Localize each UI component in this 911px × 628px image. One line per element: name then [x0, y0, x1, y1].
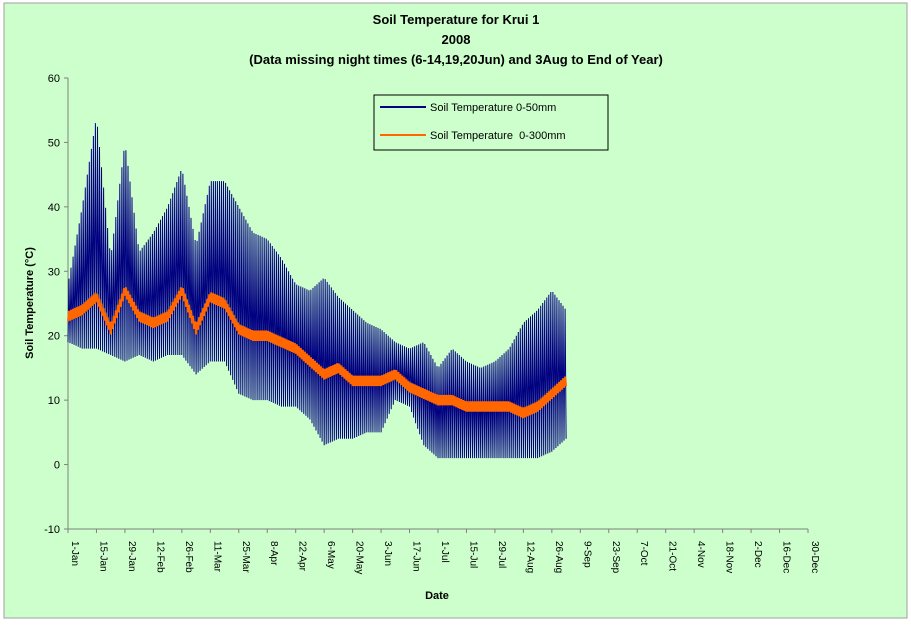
y-tick-label: -10	[44, 524, 60, 536]
x-tick-label: 3-Jun	[382, 541, 393, 566]
y-tick-label: 30	[48, 266, 60, 278]
x-tick-label: 29-Jan	[126, 541, 137, 572]
chart-title: Soil Temperature for Krui 1	[373, 12, 540, 27]
x-tick-label: 12-Feb	[154, 541, 165, 573]
y-tick-label: 0	[54, 460, 60, 472]
x-tick-label: 20-May	[354, 541, 365, 574]
x-tick-label: 21-Oct	[667, 541, 678, 571]
x-tick-label: 18-Nov	[724, 541, 735, 573]
x-tick-label: 29-Jul	[496, 541, 507, 568]
x-tick-label: 7-Oct	[638, 541, 649, 566]
legend-label-0-50mm: Soil Temperature 0-50mm	[430, 102, 556, 114]
plot-area: -10 0 10 20 30 40 50 60 1-Jan 15-Jan 29-Jan 12-Feb 2…	[44, 73, 820, 574]
x-tick-label: 16-Dec	[781, 541, 792, 573]
x-tick-label: 22-Apr	[297, 541, 308, 572]
x-tick-label: 26-Aug	[553, 541, 564, 573]
y-tick-label: 40	[48, 202, 60, 214]
x-tick-label: 23-Sep	[610, 541, 621, 574]
x-tick-label: 4-Nov	[695, 541, 706, 568]
x-tick-label: 9-Sep	[581, 541, 592, 568]
y-axis-label: Soil Temperature (°C)	[24, 247, 36, 359]
chart-subtitle: 2008	[442, 32, 471, 47]
x-axis-label: Date	[425, 590, 449, 602]
x-tick-label: 30-Dec	[809, 541, 820, 573]
y-tick-label: 60	[48, 73, 60, 85]
chart-note: (Data missing night times (6-14,19,20Jun…	[249, 52, 663, 67]
x-tick-label: 1-Jul	[439, 541, 450, 563]
x-tick-label: 15-Jan	[97, 541, 108, 572]
x-tick-label: 2-Dec	[752, 541, 763, 568]
x-tick-label: 12-Aug	[524, 541, 535, 573]
legend-label-0-300mm: Soil Temperature 0-300mm	[430, 130, 566, 142]
x-tick-label: 15-Jul	[467, 541, 478, 568]
legend-box	[373, 94, 609, 151]
y-tick-label: 50	[48, 137, 60, 149]
x-tick-label: 8-Apr	[268, 541, 279, 566]
x-tick-label: 11-Mar	[211, 541, 222, 573]
x-tick-label: 25-Mar	[240, 541, 251, 573]
y-tick-label: 10	[48, 395, 60, 407]
x-tick-label: 1-Jan	[69, 541, 80, 566]
series-line-0-300mm	[67, 287, 568, 419]
legend: Soil Temperature 0-50mm Soil Temperature…	[373, 94, 609, 151]
x-tick-label: 26-Feb	[183, 541, 194, 573]
y-tick-label: 20	[48, 331, 60, 343]
x-tick-label: 17-Jun	[411, 541, 422, 572]
x-tick-label: 6-May	[325, 541, 336, 569]
